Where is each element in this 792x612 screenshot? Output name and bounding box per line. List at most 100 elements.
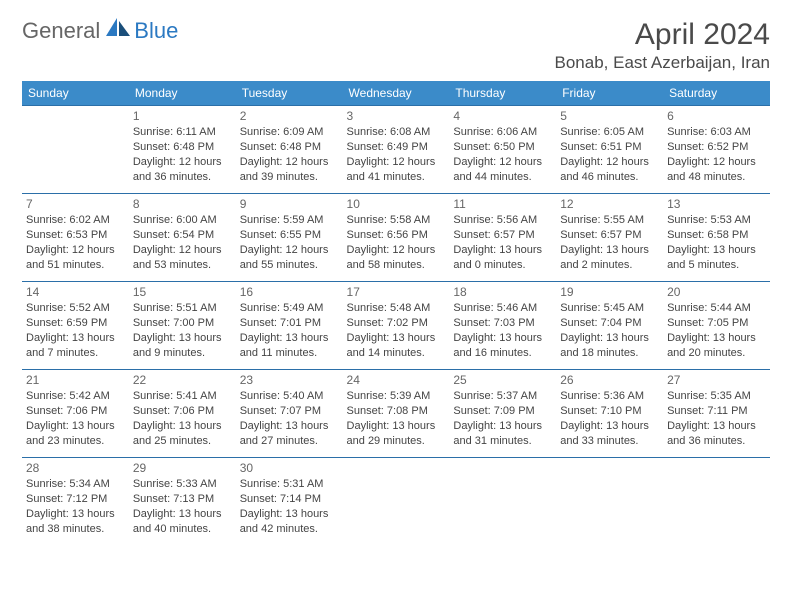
sunrise-text: Sunrise: 5:55 AM <box>560 213 659 228</box>
calendar-cell: 4Sunrise: 6:06 AMSunset: 6:50 PMDaylight… <box>449 106 556 194</box>
page-header: General Blue April 2024 Bonab, East Azer… <box>22 18 770 73</box>
daylight-text: Daylight: 12 hours and 55 minutes. <box>240 243 339 273</box>
calendar-cell: 25Sunrise: 5:37 AMSunset: 7:09 PMDayligh… <box>449 370 556 458</box>
daylight-text: Daylight: 12 hours and 46 minutes. <box>560 155 659 185</box>
sunset-text: Sunset: 7:08 PM <box>347 404 446 419</box>
sunset-text: Sunset: 7:13 PM <box>133 492 232 507</box>
daylight-text: Daylight: 12 hours and 58 minutes. <box>347 243 446 273</box>
daylight-text: Daylight: 13 hours and 11 minutes. <box>240 331 339 361</box>
sunset-text: Sunset: 6:48 PM <box>133 140 232 155</box>
sunset-text: Sunset: 6:53 PM <box>26 228 125 243</box>
calendar-header-row: Sunday Monday Tuesday Wednesday Thursday… <box>22 81 770 106</box>
calendar-cell <box>556 458 663 546</box>
sunrise-text: Sunrise: 5:40 AM <box>240 389 339 404</box>
daylight-text: Daylight: 13 hours and 23 minutes. <box>26 419 125 449</box>
sunrise-text: Sunrise: 5:39 AM <box>347 389 446 404</box>
sunrise-text: Sunrise: 5:46 AM <box>453 301 552 316</box>
calendar-cell: 9Sunrise: 5:59 AMSunset: 6:55 PMDaylight… <box>236 194 343 282</box>
sunset-text: Sunset: 7:06 PM <box>26 404 125 419</box>
daylight-text: Daylight: 12 hours and 36 minutes. <box>133 155 232 185</box>
sunrise-text: Sunrise: 6:08 AM <box>347 125 446 140</box>
title-block: April 2024 Bonab, East Azerbaijan, Iran <box>555 18 770 73</box>
sunset-text: Sunset: 7:11 PM <box>667 404 766 419</box>
calendar-cell: 23Sunrise: 5:40 AMSunset: 7:07 PMDayligh… <box>236 370 343 458</box>
daylight-text: Daylight: 12 hours and 53 minutes. <box>133 243 232 273</box>
calendar-cell: 13Sunrise: 5:53 AMSunset: 6:58 PMDayligh… <box>663 194 770 282</box>
day-number: 16 <box>240 284 339 300</box>
day-number: 10 <box>347 196 446 212</box>
daylight-text: Daylight: 13 hours and 14 minutes. <box>347 331 446 361</box>
calendar-cell: 2Sunrise: 6:09 AMSunset: 6:48 PMDaylight… <box>236 106 343 194</box>
sunrise-text: Sunrise: 6:00 AM <box>133 213 232 228</box>
day-number: 24 <box>347 372 446 388</box>
sunrise-text: Sunrise: 5:41 AM <box>133 389 232 404</box>
sunrise-text: Sunrise: 5:44 AM <box>667 301 766 316</box>
day-number: 15 <box>133 284 232 300</box>
daylight-text: Daylight: 13 hours and 36 minutes. <box>667 419 766 449</box>
sunrise-text: Sunrise: 5:35 AM <box>667 389 766 404</box>
brand-logo: General Blue <box>22 18 178 44</box>
calendar-cell: 17Sunrise: 5:48 AMSunset: 7:02 PMDayligh… <box>343 282 450 370</box>
calendar-cell: 8Sunrise: 6:00 AMSunset: 6:54 PMDaylight… <box>129 194 236 282</box>
sunset-text: Sunset: 6:55 PM <box>240 228 339 243</box>
daylight-text: Daylight: 13 hours and 0 minutes. <box>453 243 552 273</box>
sunrise-text: Sunrise: 5:52 AM <box>26 301 125 316</box>
calendar-cell: 14Sunrise: 5:52 AMSunset: 6:59 PMDayligh… <box>22 282 129 370</box>
sunset-text: Sunset: 6:54 PM <box>133 228 232 243</box>
calendar-week-row: 21Sunrise: 5:42 AMSunset: 7:06 PMDayligh… <box>22 370 770 458</box>
sunset-text: Sunset: 7:14 PM <box>240 492 339 507</box>
calendar-week-row: 14Sunrise: 5:52 AMSunset: 6:59 PMDayligh… <box>22 282 770 370</box>
day-number: 12 <box>560 196 659 212</box>
daylight-text: Daylight: 13 hours and 25 minutes. <box>133 419 232 449</box>
daylight-text: Daylight: 13 hours and 33 minutes. <box>560 419 659 449</box>
sunset-text: Sunset: 7:09 PM <box>453 404 552 419</box>
day-number: 26 <box>560 372 659 388</box>
day-header: Saturday <box>663 81 770 106</box>
calendar-cell: 3Sunrise: 6:08 AMSunset: 6:49 PMDaylight… <box>343 106 450 194</box>
calendar-cell <box>663 458 770 546</box>
day-number: 7 <box>26 196 125 212</box>
day-header: Thursday <box>449 81 556 106</box>
daylight-text: Daylight: 13 hours and 18 minutes. <box>560 331 659 361</box>
daylight-text: Daylight: 13 hours and 31 minutes. <box>453 419 552 449</box>
calendar-cell: 15Sunrise: 5:51 AMSunset: 7:00 PMDayligh… <box>129 282 236 370</box>
sunset-text: Sunset: 6:48 PM <box>240 140 339 155</box>
calendar-cell: 22Sunrise: 5:41 AMSunset: 7:06 PMDayligh… <box>129 370 236 458</box>
calendar-cell: 30Sunrise: 5:31 AMSunset: 7:14 PMDayligh… <box>236 458 343 546</box>
daylight-text: Daylight: 12 hours and 39 minutes. <box>240 155 339 185</box>
daylight-text: Daylight: 13 hours and 9 minutes. <box>133 331 232 361</box>
day-number: 11 <box>453 196 552 212</box>
day-number: 25 <box>453 372 552 388</box>
daylight-text: Daylight: 13 hours and 42 minutes. <box>240 507 339 537</box>
calendar-cell: 12Sunrise: 5:55 AMSunset: 6:57 PMDayligh… <box>556 194 663 282</box>
calendar-cell: 28Sunrise: 5:34 AMSunset: 7:12 PMDayligh… <box>22 458 129 546</box>
sunrise-text: Sunrise: 5:53 AM <box>667 213 766 228</box>
sunrise-text: Sunrise: 6:11 AM <box>133 125 232 140</box>
sunrise-text: Sunrise: 5:49 AM <box>240 301 339 316</box>
day-number: 4 <box>453 108 552 124</box>
calendar-cell: 16Sunrise: 5:49 AMSunset: 7:01 PMDayligh… <box>236 282 343 370</box>
calendar-cell: 19Sunrise: 5:45 AMSunset: 7:04 PMDayligh… <box>556 282 663 370</box>
day-number: 5 <box>560 108 659 124</box>
calendar-cell <box>343 458 450 546</box>
daylight-text: Daylight: 12 hours and 44 minutes. <box>453 155 552 185</box>
sunrise-text: Sunrise: 6:09 AM <box>240 125 339 140</box>
calendar-table: Sunday Monday Tuesday Wednesday Thursday… <box>22 81 770 546</box>
daylight-text: Daylight: 12 hours and 51 minutes. <box>26 243 125 273</box>
day-number: 13 <box>667 196 766 212</box>
day-header: Wednesday <box>343 81 450 106</box>
day-number: 22 <box>133 372 232 388</box>
day-header: Friday <box>556 81 663 106</box>
month-title: April 2024 <box>555 18 770 51</box>
day-header: Tuesday <box>236 81 343 106</box>
location-text: Bonab, East Azerbaijan, Iran <box>555 53 770 73</box>
sunset-text: Sunset: 6:52 PM <box>667 140 766 155</box>
day-number: 2 <box>240 108 339 124</box>
sunrise-text: Sunrise: 5:48 AM <box>347 301 446 316</box>
daylight-text: Daylight: 12 hours and 48 minutes. <box>667 155 766 185</box>
calendar-cell: 1Sunrise: 6:11 AMSunset: 6:48 PMDaylight… <box>129 106 236 194</box>
sunset-text: Sunset: 7:05 PM <box>667 316 766 331</box>
calendar-cell: 29Sunrise: 5:33 AMSunset: 7:13 PMDayligh… <box>129 458 236 546</box>
day-header: Monday <box>129 81 236 106</box>
sunrise-text: Sunrise: 5:33 AM <box>133 477 232 492</box>
